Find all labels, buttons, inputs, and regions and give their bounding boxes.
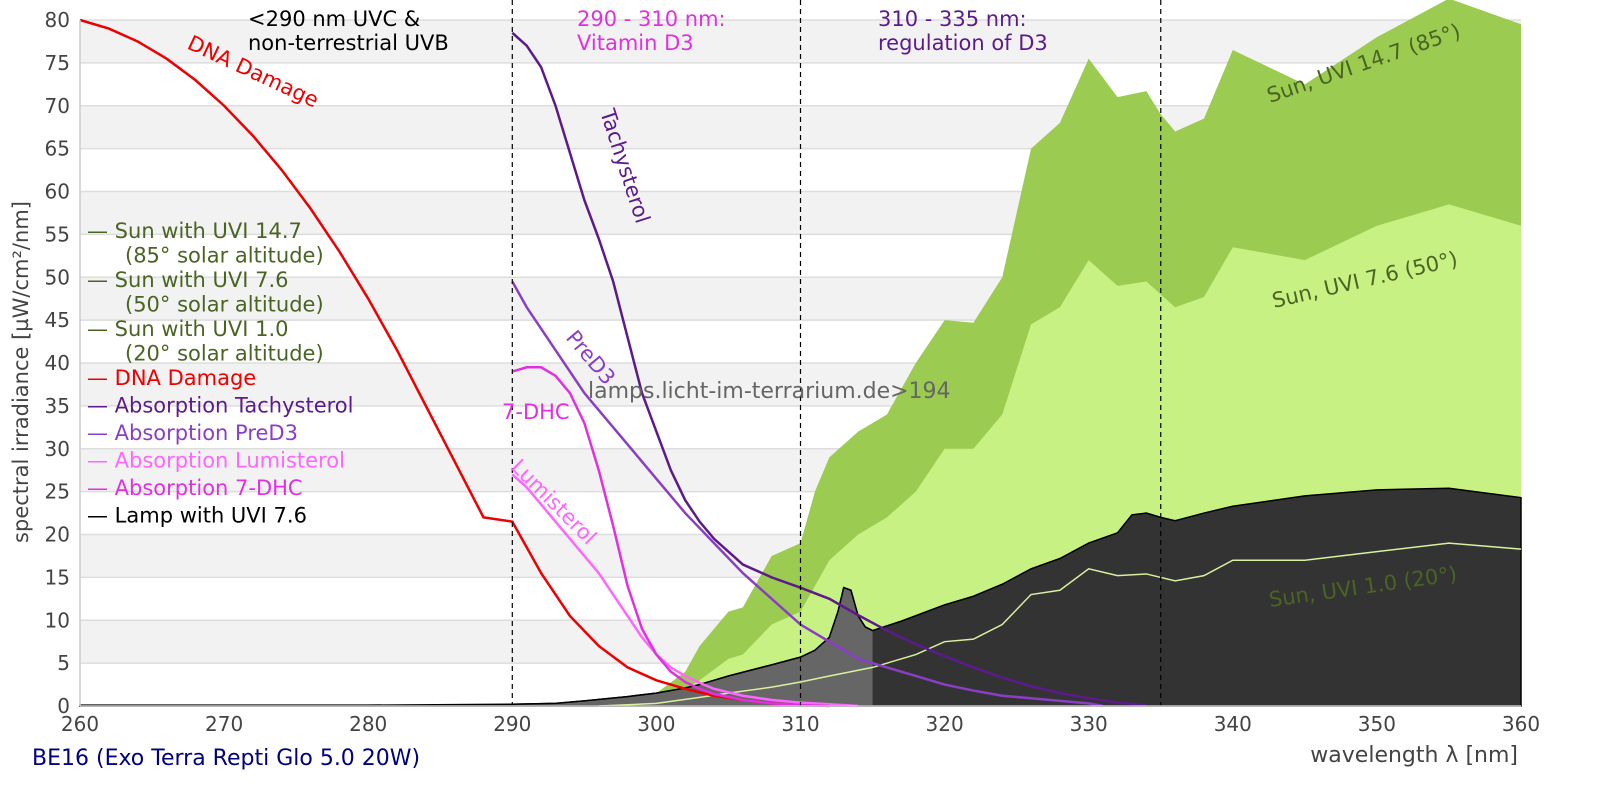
y-tick-label: 50 <box>45 265 70 289</box>
x-tick-label: 350 <box>1358 712 1396 736</box>
x-tick-label: 290 <box>493 712 531 736</box>
legend-item: — DNA Damage <box>87 366 256 390</box>
region-label: non-terrestrial UVB <box>248 31 449 55</box>
legend-item: — Lamp with UVI 7.6 <box>87 504 307 528</box>
line-series <box>79 18 1522 708</box>
dna-damage-line <box>79 18 801 707</box>
region-label: regulation of D3 <box>878 31 1048 55</box>
y-tick-label: 80 <box>45 8 70 32</box>
y-tick-label: 60 <box>45 180 70 204</box>
legend-item: (85° solar altitude) <box>125 244 324 268</box>
x-tick-label: 330 <box>1070 712 1108 736</box>
x-tick-label: 300 <box>637 712 675 736</box>
x-tick-label: 280 <box>349 712 387 736</box>
y-tick-label: 5 <box>57 651 70 675</box>
y-tick-label: 10 <box>45 608 70 632</box>
region-label: Vitamin D3 <box>577 31 694 55</box>
region-label: <290 nm UVC & <box>248 7 420 31</box>
y-axis-title: spectral irradiance [µW/cm²/nm] <box>9 201 33 543</box>
legend-item: (20° solar altitude) <box>125 342 324 366</box>
x-axis-title: wavelength λ [nm] <box>1310 743 1518 768</box>
y-tick-label: 55 <box>45 222 70 246</box>
legend-item: — Absorption 7-DHC <box>87 476 303 500</box>
y-tick-label: 45 <box>45 308 70 332</box>
legend: — Sun with UVI 14.7(85° solar altitude)—… <box>87 219 353 528</box>
7dhc-line <box>511 366 830 708</box>
y-tick-label: 65 <box>45 137 70 161</box>
watermark: lamps.licht-im-terrarium.de>194 <box>588 379 951 404</box>
legend-item: — Absorption Lumisterol <box>87 449 345 473</box>
axes: 0 5 10 15 20 25 30 35 40 45 50 55 60 65 70 75 80 260 270 28… <box>9 8 1540 768</box>
sun-uvi-1-0-line <box>598 542 1522 707</box>
lamp-highlight-area <box>512 586 873 706</box>
y-tick-label: 40 <box>45 351 70 375</box>
legend-item: — Absorption Tachysterol <box>87 394 353 418</box>
y-tick-label: 30 <box>45 437 70 461</box>
legend-item: (50° solar altitude) <box>125 293 324 317</box>
region-markers <box>511 0 1162 706</box>
y-tick-label: 35 <box>45 394 70 418</box>
legend-item: — Sun with UVI 7.6 <box>87 268 289 292</box>
x-tick-label: 260 <box>61 712 99 736</box>
y-tick-label: 0 <box>57 694 70 718</box>
x-tick-label: 340 <box>1214 712 1252 736</box>
pred3-line <box>511 280 1104 708</box>
legend-item: — Sun with UVI 14.7 <box>87 219 302 243</box>
x-tick-label: 360 <box>1502 712 1540 736</box>
y-tick-label: 25 <box>45 480 70 504</box>
y-tick-label: 20 <box>45 523 70 547</box>
x-tick-label: 320 <box>926 712 964 736</box>
7dhc-label: 7-DHC <box>502 400 570 424</box>
y-tick-label: 75 <box>45 51 70 75</box>
region-label: 290 - 310 nm: <box>577 7 726 31</box>
x-tick-label: 310 <box>781 712 819 736</box>
y-tick-label: 15 <box>45 565 70 589</box>
region-label: 310 - 335 nm: <box>878 7 1027 31</box>
lumisterol-line <box>511 473 859 708</box>
x-tick-label: 270 <box>205 712 243 736</box>
lamp-name: BE16 (Exo Terra Repti Glo 5.0 20W) <box>32 746 421 771</box>
legend-item: — Sun with UVI 1.0 <box>87 317 289 341</box>
tachysterol-line <box>511 31 1147 707</box>
legend-item: — Absorption PreD3 <box>87 421 298 445</box>
y-tick-label: 70 <box>45 94 70 118</box>
